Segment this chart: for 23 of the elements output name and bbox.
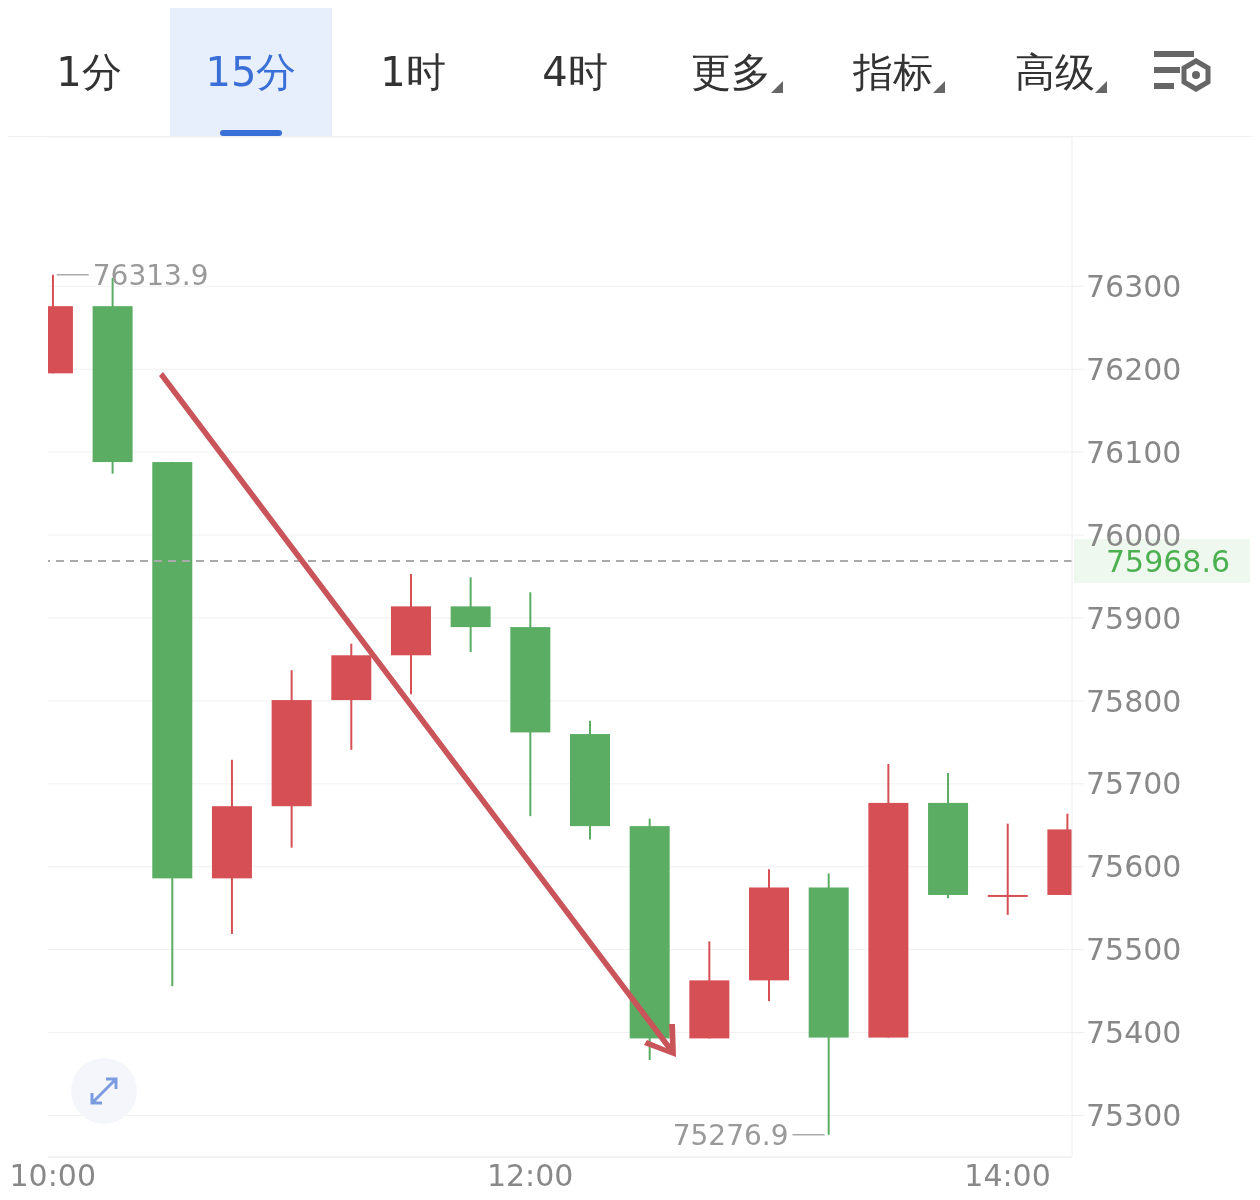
text: 1分: [56, 47, 122, 97]
y-tick-label: 75500: [1086, 932, 1182, 968]
y-tick-label: 75300: [1086, 1098, 1182, 1134]
y-tick-label: 75400: [1086, 1015, 1182, 1051]
y-tick-label: 75800: [1086, 683, 1182, 719]
annotation: 75276.9: [672, 1118, 789, 1152]
y-tick-label: 75600: [1086, 849, 1182, 885]
text: 高级: [1015, 47, 1095, 97]
annotation: 76313.9: [92, 258, 209, 292]
x-tick-label: 10:00: [9, 1158, 97, 1194]
y-tick-label: 76200: [1086, 351, 1182, 387]
text: 指标: [853, 47, 933, 97]
y-tick-label: 76100: [1086, 434, 1182, 470]
x-tick-label: 14:00: [964, 1158, 1051, 1194]
y-tick-label: 76300: [1086, 268, 1182, 304]
candlestick: [987, 822, 1028, 916]
text: 15分: [205, 47, 297, 97]
text: 1时: [380, 47, 446, 97]
text: 4时: [542, 47, 608, 97]
text: 更多: [691, 47, 771, 97]
y-tick-label: 75900: [1086, 600, 1182, 636]
y-tick-label: 75700: [1086, 766, 1182, 802]
x-tick-label: 12:00: [486, 1158, 574, 1194]
